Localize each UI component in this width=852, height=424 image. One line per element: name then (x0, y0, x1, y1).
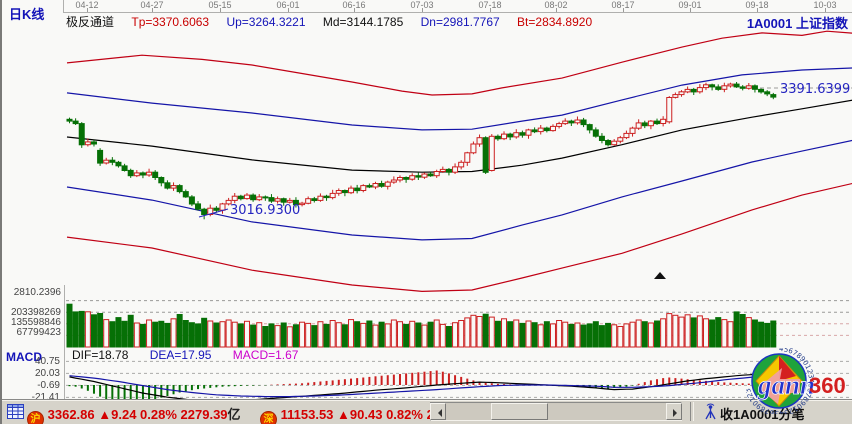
price-min-label: 2810.2396 (13, 287, 61, 298)
macd-scale-4: -21.41 (31, 392, 60, 403)
date-label: 07-03 (410, 0, 434, 10)
indicator-name[interactable]: 极反通道 (66, 15, 115, 29)
date-axis: 04-12 04-27 05-15 06-01 06-16 07-03 07-18 08-02… (64, 0, 852, 13)
indicator-bt: Bt=2834.8920 (517, 15, 593, 29)
indicator-tp: Tp=3370.6063 (131, 15, 210, 29)
shanghai-market-icon: 沪 (27, 411, 44, 424)
logo-text-gann: gann (757, 370, 815, 400)
macd-scale-3: -0.69 (37, 380, 60, 391)
date-label: 10-03 (813, 0, 837, 10)
date-tick-mark (288, 8, 289, 12)
panel-divider (64, 285, 65, 400)
date-tick-mark (757, 8, 758, 12)
date-tick-mark (556, 8, 557, 12)
scrollbar-right-button[interactable] (666, 403, 682, 420)
quote-table-icon[interactable] (7, 404, 24, 419)
macd-dif-value: DIF=18.78 (72, 348, 129, 362)
macd-dea-value: DEA=17.95 (149, 348, 212, 362)
macd-scale-2: 20.03 (34, 368, 60, 379)
date-tick-mark (623, 8, 624, 12)
indicator-up: Up=3264.3221 (226, 15, 306, 29)
macd-values-row: DIF=18.78 DEA=17.95 MACD=1.67 (72, 348, 316, 362)
sh-change: ▲9.24 (98, 407, 137, 422)
sh-amount: 2279.39 (180, 407, 228, 422)
sz-price: 11153.53 (280, 407, 334, 422)
date-tick-mark (152, 8, 153, 12)
date-label: 09-01 (678, 0, 702, 10)
macd-panel-label[interactable]: MACD (6, 350, 42, 364)
date-label: 04-12 (75, 0, 99, 10)
status-bar: 沪 3362.86 ▲9.24 0.28% 2279.39亿 深 11153.5… (2, 399, 852, 424)
high-annotation: 3391.6399 (780, 82, 850, 97)
logo-text-360: 360 (809, 373, 846, 398)
date-label: 06-16 (342, 0, 366, 10)
low-annotation: 3016.9300 (230, 203, 300, 218)
gann360-logo: 456789012345678901234567890123 gann 360 (746, 348, 846, 414)
shenzhen-market-icon: 深 (260, 411, 277, 424)
right-arrow-icon (673, 409, 681, 417)
symbol-name: 上证指数 (795, 16, 848, 31)
sz-change: ▲90.43 (337, 407, 383, 422)
volume-scale-1: 67799423 (16, 327, 62, 338)
tick-feed-label[interactable]: 收1A0001分笔 (720, 407, 805, 422)
date-tick-mark (490, 8, 491, 12)
header-divider (63, 0, 64, 13)
kline-period-label[interactable]: 日K线 (9, 7, 45, 22)
indicator-dn: Dn=2981.7767 (420, 15, 500, 29)
horizontal-scrollbar[interactable] (430, 402, 682, 421)
date-tick-mark (690, 8, 691, 12)
date-label: 09-18 (745, 0, 769, 10)
symbol-box[interactable]: 1A0001 上证指数 (747, 13, 848, 32)
indicator-md: Md=3144.1785 (322, 15, 404, 29)
scrollbar-thumb[interactable] (491, 403, 548, 420)
date-tick-mark (87, 8, 88, 12)
date-label: 04-27 (140, 0, 164, 10)
date-tick-mark (220, 8, 221, 12)
sh-percent: 0.28% (140, 407, 177, 422)
date-tick-mark (354, 8, 355, 12)
date-tick-mark (422, 8, 423, 12)
macd-scale-1: 40.75 (34, 356, 60, 367)
date-tick-mark (825, 8, 826, 12)
date-label: 07-18 (478, 0, 502, 10)
sz-percent: 0.82% (386, 407, 423, 422)
volume-scale-3: 203398269 (10, 307, 61, 318)
indicator-values-row: 极反通道 Tp=3370.6063 Up=3264.3221 Md=3144.1… (66, 13, 606, 29)
date-label: 08-17 (611, 0, 635, 10)
symbol-code: 1A0001 (746, 16, 793, 31)
date-label: 05-15 (208, 0, 232, 10)
left-arrow-icon (434, 409, 442, 417)
sh-amount-unit: 亿 (227, 407, 241, 422)
status-divider (690, 402, 694, 421)
date-label: 06-01 (276, 0, 300, 10)
triangle-marker (654, 272, 666, 279)
volume-scale-2: 135598846 (10, 317, 61, 328)
sh-price: 3362.86 (47, 407, 95, 422)
shanghai-index-summary[interactable]: 沪 3362.86 ▲9.24 0.28% 2279.39亿 (27, 404, 241, 424)
scrollbar-left-button[interactable] (430, 403, 446, 420)
macd-macd-value: MACD=1.67 (232, 348, 299, 362)
date-label: 08-02 (544, 0, 568, 10)
broadcast-icon (705, 403, 716, 420)
